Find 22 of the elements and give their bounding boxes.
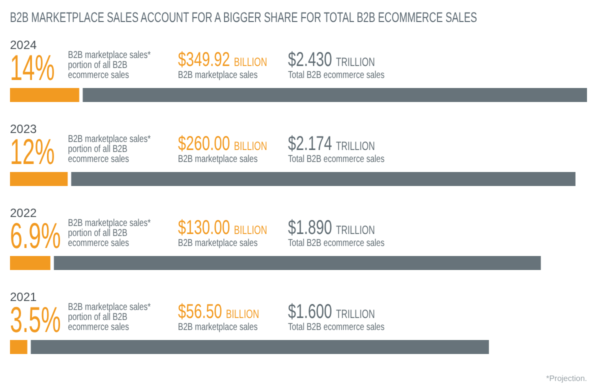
annotation: Total B2B ecommerce sales: [288, 237, 385, 248]
annotation: $1.890 TRILLION: [288, 216, 375, 239]
annotation: $2.174 TRILLION: [288, 132, 375, 155]
annotation: $130.00 BILLION: [178, 216, 268, 239]
annotation: Total B2B ecommerce sales: [288, 153, 385, 164]
annotation: B2B marketplace sales* portion of all B2B ecommerce sales: [68, 217, 152, 248]
annotation: Total B2B ecommerce sales: [288, 69, 385, 80]
annotation: B2B marketplace sales* portion of all B2B ecommerce sales: [68, 301, 152, 332]
annotation: $2.430 TRILLION: [288, 48, 375, 71]
annotation: B2B marketplace sales: [178, 69, 258, 80]
chart-title: B2B MARKETPLACE SALES ACCOUNT FOR A BIGGER SHARE FOR TOTAL B2B ECOMMERCE SALES: [10, 9, 478, 26]
annotation: $260.00 BILLION: [178, 132, 268, 155]
annotation: B2B marketplace sales: [178, 321, 258, 332]
annotation: B2B marketplace sales: [178, 153, 258, 164]
annotation: B2B marketplace sales: [178, 237, 258, 248]
annotation: B2B marketplace sales* portion of all B2B ecommerce sales: [68, 49, 152, 80]
annotation: $1.600 TRILLION: [288, 300, 375, 323]
annotation: $349.92 BILLION: [178, 48, 268, 71]
annotation: Total B2B ecommerce sales: [288, 321, 385, 332]
annotation: *Projection.: [546, 374, 587, 383]
annotation: B2B marketplace sales* portion of all B2B ecommerce sales: [68, 133, 152, 164]
annotation: $56.50 BILLION: [178, 300, 260, 323]
